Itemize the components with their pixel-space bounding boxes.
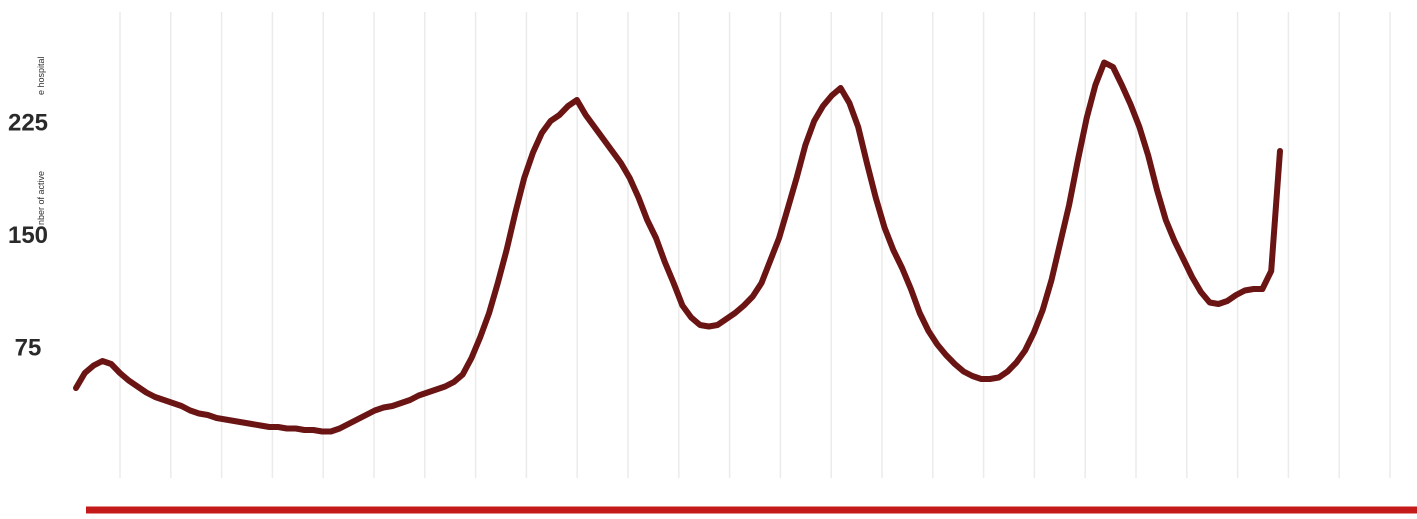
y-tick-label: 75 <box>15 335 42 362</box>
y-axis-label: nber of active e hospital <box>36 56 46 225</box>
series-line-1 <box>73 59 1283 435</box>
y-axis-label-part-2: e hospital <box>36 56 46 95</box>
y-axis-label-part-1: nber of active <box>36 171 46 225</box>
y-tick-label: 150 <box>8 222 48 249</box>
y-axis-ticks: 75 150 225 <box>8 110 48 362</box>
grid <box>119 12 1391 478</box>
y-tick-label: 225 <box>8 110 48 137</box>
series-layer <box>73 59 1283 435</box>
